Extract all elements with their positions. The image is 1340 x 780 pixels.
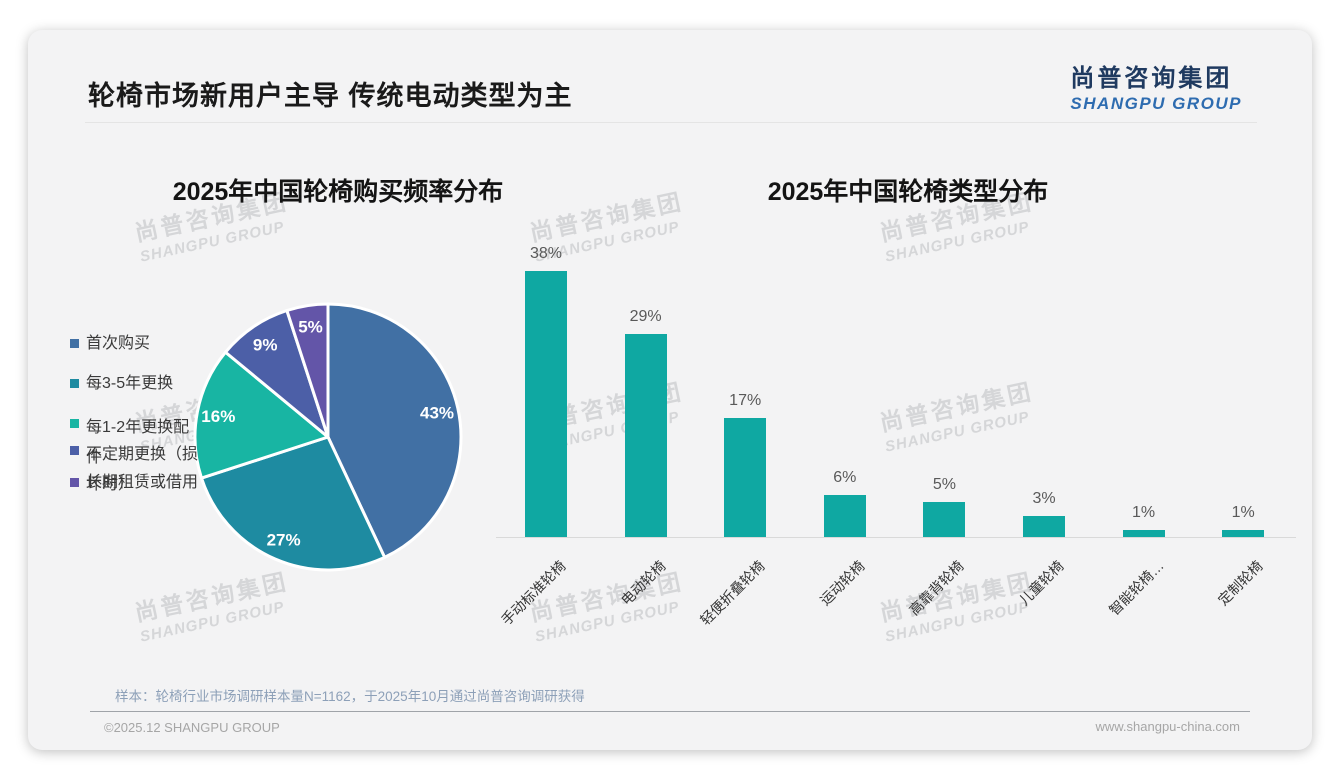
legend-item: 不定期更换（损坏时） bbox=[70, 440, 204, 500]
pie-chart: 43% 27% 16% 9% 5% bbox=[193, 302, 463, 572]
sample-note: 样本：轮椅行业市场调研样本量N=1162，于2025年10月通过尚普咨询调研获得 bbox=[115, 689, 585, 704]
bar-value-label: 6% bbox=[833, 469, 857, 486]
legend-label: 首次购买 bbox=[86, 335, 151, 352]
pie-slice bbox=[193, 350, 330, 480]
pie-chart-title: 2025年中国轮椅购买频率分布 bbox=[172, 178, 504, 206]
bar bbox=[823, 495, 866, 537]
legend-item: 首次购买 bbox=[70, 333, 150, 354]
pie-slice bbox=[200, 435, 387, 572]
bar-value-label: 3% bbox=[1032, 490, 1056, 507]
legend-item: 每1-2年更换配件 bbox=[70, 413, 204, 473]
pie-slice bbox=[285, 302, 330, 439]
page-title: 轮椅市场新用户主导 传统电动类型为主 bbox=[88, 81, 573, 111]
legend-marker bbox=[70, 379, 79, 388]
bar bbox=[923, 502, 966, 537]
bar-value-label: 29% bbox=[629, 308, 662, 325]
legend-label: 每1-2年更换配件 bbox=[86, 419, 190, 466]
x-axis-line bbox=[496, 537, 1296, 538]
pie-data-label: 27% bbox=[267, 530, 301, 549]
bar bbox=[1122, 530, 1165, 537]
bar bbox=[724, 418, 767, 537]
pie-data-label: 16% bbox=[201, 407, 235, 426]
bar-category-text: 运动轮椅 bbox=[816, 557, 868, 609]
bar bbox=[1222, 530, 1265, 537]
pie-data-label: 9% bbox=[253, 336, 278, 355]
slide: 尚普咨询集团 SHANGPU GROUP 尚普咨询集团 SHANGPU GROUP 尚普… bbox=[28, 30, 1312, 750]
logo-english-text: SHANGPU GROUP bbox=[1070, 94, 1242, 113]
bar-category-text: 儿童轮椅 bbox=[1015, 557, 1067, 609]
pie-legend: 首次购买每3-5年更换每1-2年更换配件 不定期更换（损坏时） 长期租赁或借用 bbox=[28, 30, 268, 750]
bar-value-label: 1% bbox=[1231, 504, 1255, 521]
legend-marker bbox=[70, 478, 79, 487]
bar bbox=[1023, 516, 1065, 537]
legend-label: 每3-5年更换 bbox=[86, 375, 174, 392]
title-divider bbox=[85, 122, 1257, 123]
bar-category-text: 电动轮椅 bbox=[617, 557, 669, 609]
legend-marker bbox=[70, 446, 79, 455]
bar bbox=[525, 271, 567, 537]
pie-slice bbox=[326, 302, 463, 559]
legend-marker bbox=[70, 339, 79, 348]
website-url: www.shangpu-china.com bbox=[1095, 719, 1240, 734]
legend-item: 每3-5年更换 bbox=[70, 373, 173, 394]
pie-data-label: 43% bbox=[420, 404, 454, 423]
logo-chinese-text: 尚普咨询集团 bbox=[1070, 65, 1233, 92]
bar-category-text: 轻便折叠轮椅 bbox=[697, 557, 768, 629]
bar-category-text: 高靠背轮椅 bbox=[906, 557, 968, 619]
bar-value-label: 17% bbox=[729, 392, 762, 409]
legend-marker bbox=[70, 419, 79, 428]
bar-chart: 38% 29% 17% 6% 5% 3% 1% 1% bbox=[500, 240, 1300, 537]
legend-label: 不定期更换（损坏时） bbox=[86, 446, 199, 493]
bar-chart-title: 2025年中国轮椅类型分布 bbox=[767, 178, 1049, 206]
footer-divider bbox=[90, 711, 1250, 712]
bar-category-text: 手动标准轮椅 bbox=[498, 557, 569, 629]
bar-value-label: 1% bbox=[1132, 504, 1156, 521]
bar bbox=[624, 334, 667, 537]
pie-data-label: 5% bbox=[298, 318, 323, 337]
bar-value-label: 5% bbox=[932, 476, 956, 493]
bar-category-text: 智能轮椅… bbox=[1105, 557, 1167, 619]
logo: 尚普咨询集团 SHANGPU GROUP bbox=[1070, 58, 1242, 114]
bar-category-text: 定制轮椅 bbox=[1215, 557, 1266, 609]
bar-value-label: 38% bbox=[529, 245, 563, 262]
legend-label: 长期租赁或借用 bbox=[86, 474, 199, 491]
copyright-text: ©2025.12 SHANGPU GROUP bbox=[104, 720, 280, 735]
legend-item: 长期租赁或借用 bbox=[70, 472, 198, 493]
